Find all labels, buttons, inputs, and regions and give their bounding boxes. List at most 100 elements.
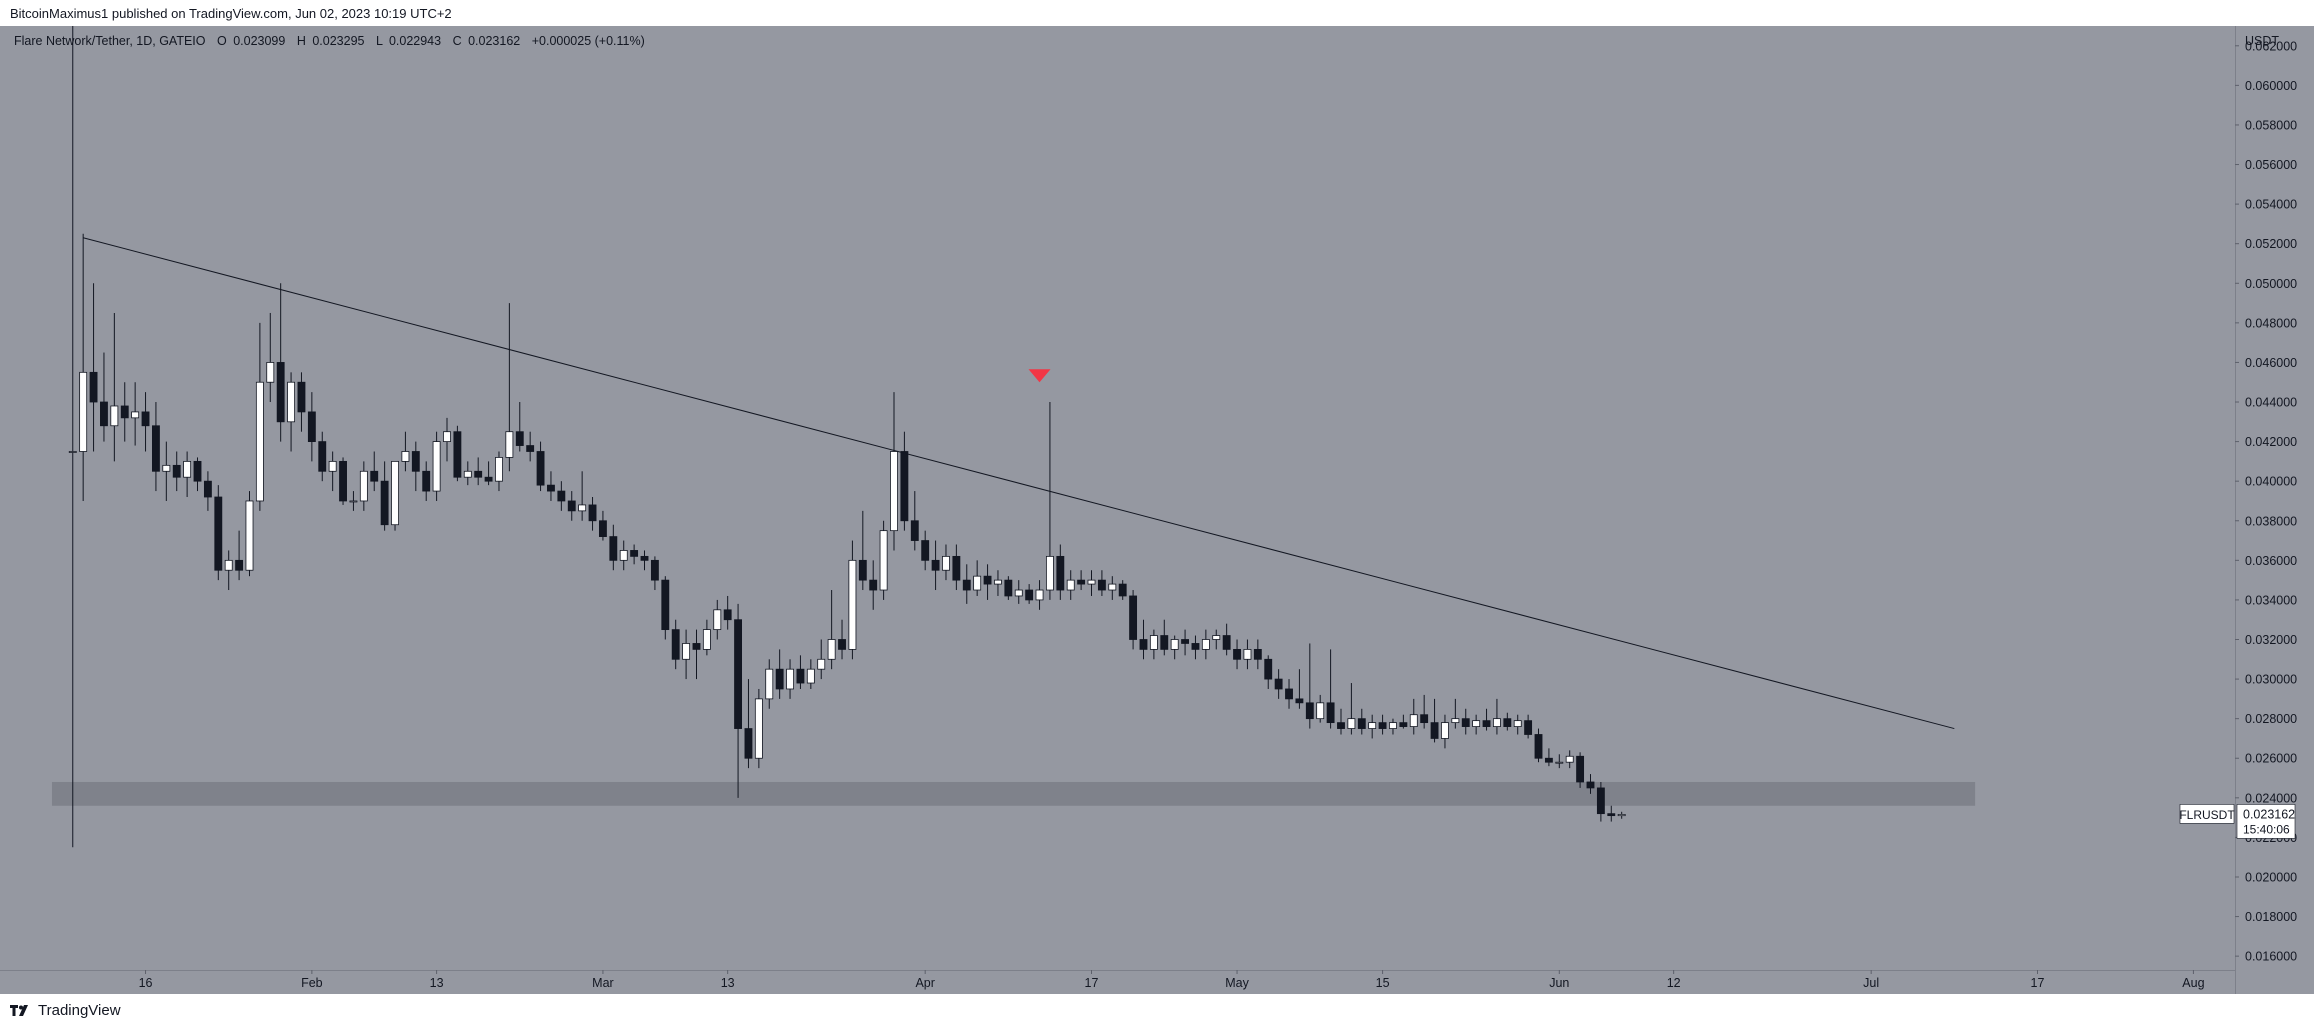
bearish-candle[interactable]	[1056, 555, 1065, 591]
bullish-candle[interactable]	[359, 470, 368, 502]
bearish-candle[interactable]	[1160, 635, 1169, 650]
bearish-candle[interactable]	[526, 445, 535, 452]
bullish-candle[interactable]	[578, 504, 587, 512]
bullish-candle[interactable]	[890, 451, 898, 532]
bullish-candle[interactable]	[1347, 718, 1356, 729]
bearish-candle[interactable]	[1461, 718, 1470, 727]
bullish-candle[interactable]	[183, 460, 192, 478]
bearish-candle[interactable]	[931, 559, 940, 571]
bearish-candle[interactable]	[1357, 718, 1366, 729]
bearish-candle[interactable]	[1222, 635, 1231, 650]
bearish-candle[interactable]	[193, 460, 202, 482]
time-axis[interactable]	[0, 970, 2235, 994]
bullish-candle[interactable]	[110, 405, 119, 427]
bearish-candle[interactable]	[952, 555, 961, 581]
bearish-candle[interactable]	[1139, 639, 1148, 650]
bearish-candle[interactable]	[921, 540, 930, 561]
bearish-candle[interactable]	[411, 451, 420, 472]
bearish-candle[interactable]	[307, 411, 316, 442]
bearish-candle[interactable]	[1607, 813, 1616, 817]
bearish-candle[interactable]	[744, 728, 753, 759]
bearish-candle[interactable]	[838, 639, 846, 650]
bullish-candle[interactable]	[287, 381, 296, 423]
bearish-candle[interactable]	[1326, 702, 1335, 724]
bullish-candle[interactable]	[806, 668, 815, 684]
bearish-candle[interactable]	[203, 480, 212, 498]
bearish-candle[interactable]	[1534, 734, 1543, 759]
bearish-candle[interactable]	[1077, 579, 1086, 585]
bearish-candle[interactable]	[630, 550, 639, 557]
bearish-candle[interactable]	[1596, 787, 1605, 815]
bearish-candle[interactable]	[557, 490, 566, 502]
bullish-candle[interactable]	[1170, 639, 1179, 650]
bearish-candle[interactable]	[276, 362, 285, 423]
bullish-candle[interactable]	[255, 381, 264, 502]
bearish-candle[interactable]	[609, 536, 618, 561]
bullish-candle[interactable]	[1492, 718, 1501, 727]
bullish-candle[interactable]	[1555, 761, 1564, 764]
bearish-candle[interactable]	[1181, 639, 1190, 644]
bearish-candle[interactable]	[983, 575, 992, 585]
bearish-candle[interactable]	[474, 470, 483, 478]
bearish-candle[interactable]	[1233, 648, 1241, 660]
bearish-candle[interactable]	[172, 464, 181, 478]
bearish-candle[interactable]	[453, 431, 462, 478]
bearish-candle[interactable]	[1025, 589, 1034, 601]
bullish-candle[interactable]	[1441, 722, 1449, 739]
plot-area[interactable]	[0, 26, 2235, 970]
bearish-candle[interactable]	[89, 371, 98, 403]
bullish-candle[interactable]	[1201, 639, 1210, 650]
tradingview-logo[interactable]: TradingView	[10, 1002, 121, 1019]
bearish-candle[interactable]	[671, 629, 680, 660]
bearish-candle[interactable]	[1264, 658, 1273, 680]
bearish-candle[interactable]	[1305, 702, 1314, 720]
bullish-candle[interactable]	[817, 658, 826, 670]
bullish-candle[interactable]	[224, 559, 233, 571]
bearish-candle[interactable]	[297, 381, 306, 413]
bearish-candle[interactable]	[547, 484, 555, 492]
bearish-candle[interactable]	[598, 520, 607, 537]
bullish-candle[interactable]	[973, 575, 982, 591]
bullish-candle[interactable]	[401, 451, 410, 462]
bearish-candle[interactable]	[1524, 720, 1533, 735]
bullish-candle[interactable]	[1451, 718, 1460, 724]
bullish-candle[interactable]	[713, 609, 722, 631]
bearish-candle[interactable]	[1253, 648, 1262, 660]
bullish-candle[interactable]	[162, 464, 171, 472]
bullish-candle[interactable]	[1316, 702, 1325, 720]
bullish-candle[interactable]	[848, 559, 857, 650]
bearish-candle[interactable]	[1129, 595, 1138, 640]
bullish-candle[interactable]	[463, 470, 472, 478]
bearish-candle[interactable]	[1285, 688, 1293, 700]
bearish-candle[interactable]	[1378, 722, 1387, 729]
bullish-candle[interactable]	[68, 451, 77, 453]
bullish-candle[interactable]	[505, 431, 514, 458]
bearish-candle[interactable]	[640, 555, 649, 561]
bearish-candle[interactable]	[661, 579, 670, 631]
bullish-candle[interactable]	[754, 698, 763, 759]
bullish-candle[interactable]	[786, 668, 794, 690]
bearish-candle[interactable]	[962, 579, 971, 591]
bearish-candle[interactable]	[1118, 583, 1127, 597]
bullish-candle[interactable]	[1014, 589, 1023, 597]
bearish-candle[interactable]	[692, 643, 701, 650]
bullish-candle[interactable]	[1617, 814, 1626, 817]
bearish-candle[interactable]	[235, 559, 244, 571]
bearish-candle[interactable]	[318, 441, 327, 472]
bearish-candle[interactable]	[1004, 579, 1013, 597]
bearish-candle[interactable]	[141, 411, 150, 427]
bearish-candle[interactable]	[734, 619, 743, 729]
bearish-candle[interactable]	[1097, 579, 1106, 591]
bearish-candle[interactable]	[869, 579, 878, 591]
bullish-candle[interactable]	[1389, 722, 1397, 729]
bullish-candle[interactable]	[682, 643, 691, 660]
bearish-candle[interactable]	[120, 405, 129, 419]
bearish-candle[interactable]	[1420, 714, 1429, 724]
bearish-candle[interactable]	[1274, 678, 1283, 690]
bearish-candle[interactable]	[796, 668, 805, 684]
bearish-candle[interactable]	[1191, 643, 1200, 650]
bullish-candle[interactable]	[1087, 579, 1096, 585]
bullish-candle[interactable]	[765, 668, 774, 700]
bearish-candle[interactable]	[1295, 698, 1304, 704]
